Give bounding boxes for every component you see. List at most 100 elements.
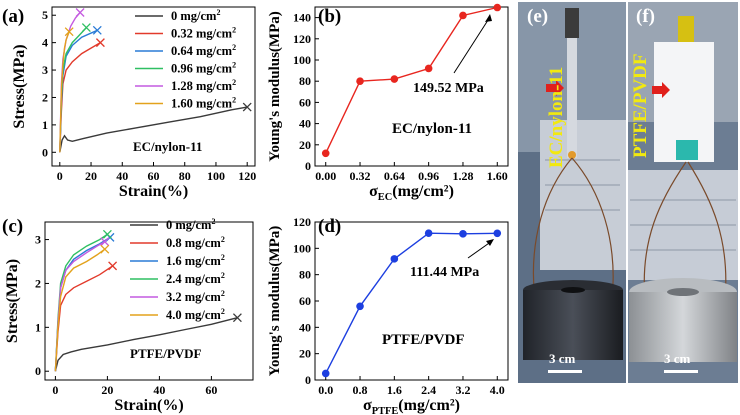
data-point (493, 3, 502, 12)
x-tick-label: 0.8 (353, 383, 368, 397)
data-point (321, 149, 330, 158)
y-tick-label: 0 (305, 373, 311, 387)
series-line (325, 232, 498, 374)
sample-strip-e (567, 38, 577, 158)
panel-d-annotation: PTFE/PVDF (382, 332, 465, 348)
fracture-marker (100, 244, 110, 254)
data-point (390, 75, 399, 83)
x-tick-label: 60 (205, 383, 217, 397)
y-tick-label: 5 (42, 8, 48, 22)
legend-label: 1.60 mg/cm2 (171, 96, 236, 111)
data-point (424, 64, 433, 73)
legend-label: 0 mg/cm2 (171, 8, 220, 23)
x-tick-label: 0 (57, 169, 63, 183)
x-tick-label: 60 (148, 169, 160, 183)
y-tick-label: 100 (293, 241, 311, 255)
fracture-marker (232, 313, 242, 323)
callout-arrowhead-d (486, 239, 494, 246)
series-line (59, 27, 87, 153)
data-point (493, 229, 502, 238)
y-tick-label: 0 (42, 145, 48, 159)
panel-b-callout: 149.52 MPa (413, 81, 484, 96)
y-tick-label: 4 (42, 36, 48, 50)
y-tick-label: 3 (42, 63, 48, 77)
y-tick-label: 40 (299, 117, 311, 131)
fracture-marker (242, 102, 252, 112)
y-axis-label: Stress(MPa) (4, 259, 21, 343)
x-tick-label: 40 (153, 383, 165, 397)
y-tick-label: 1 (42, 118, 48, 132)
fracture-marker (108, 261, 118, 271)
x-tick-label: 1.60 (487, 169, 508, 183)
y-axis-label: Stress(MPa) (11, 44, 28, 128)
data-point (356, 77, 364, 85)
fracture-marker (92, 25, 102, 35)
spool-e-hole (561, 287, 585, 293)
y-tick-label: 0 (35, 364, 41, 378)
x-tick-label: 0.32 (350, 169, 371, 183)
panel-c-label: (c) (2, 216, 23, 237)
x-tick-label: 0.96 (418, 169, 439, 183)
wire-f (643, 161, 687, 301)
y-tick-label: 20 (299, 347, 311, 361)
photo-f-label: (f) (636, 6, 655, 27)
y-tick-label: 0 (305, 159, 311, 173)
plot-c-area: 0 20 40 60 0 1 2 3 Strain(%) Stress(MPa) 0 mg/cm2 0… (4, 217, 254, 414)
y-tick-label: 2 (42, 90, 48, 104)
data-point (356, 302, 364, 311)
legend-label: 0.8 mg/cm2 (166, 235, 225, 250)
wire-e (532, 157, 573, 301)
series-line (54, 317, 238, 372)
x-tick-label: 40 (116, 169, 128, 183)
scale-bar-e (548, 370, 582, 373)
series-line (59, 29, 98, 153)
clip-f (676, 140, 698, 160)
x-axis-label: Strain(%) (114, 397, 183, 414)
x-axis-label: Strain(%) (119, 183, 188, 200)
fracture-marker (100, 237, 110, 247)
x-tick-label: 4.0 (490, 383, 505, 397)
scale-bar-label-e: 3 cm (549, 351, 576, 366)
fracture-marker (75, 8, 85, 17)
fracture-marker (102, 229, 112, 239)
series-line (59, 31, 70, 153)
data-point (459, 230, 467, 238)
callout-arrowhead-b (485, 14, 492, 22)
electrode-e (568, 151, 576, 159)
spool-e (523, 290, 623, 360)
photo-e: EC/nylon-11 3 cm (518, 2, 626, 383)
legend-label: 0.96 mg/cm2 (171, 61, 236, 76)
series-line (54, 241, 106, 372)
red-arrow-e (546, 80, 564, 96)
legend-label: 0.64 mg/cm2 (171, 43, 236, 58)
x-tick-label: 1.28 (452, 169, 473, 183)
panel-a-label: (a) (2, 6, 24, 27)
plot-b-area: 0.00 0.32 0.64 0.96 1.28 1.60 0 20 40 60 80 100 120 1… (267, 3, 509, 203)
plot-frame (314, 6, 509, 167)
y-tick-label: 80 (299, 268, 311, 282)
x-tick-label: 0.0 (318, 383, 333, 397)
data-point (459, 11, 467, 20)
x-tick-label: 0 (52, 383, 58, 397)
scale-bar-f (664, 370, 698, 373)
legend-label: 0 mg/cm2 (166, 217, 215, 232)
fracture-marker (95, 38, 105, 48)
clamp-e (565, 8, 579, 38)
legend-label: 1.28 mg/cm2 (171, 78, 236, 93)
photo-e-paper (540, 120, 626, 270)
panel-d-label: (d) (318, 216, 341, 237)
legend-label: 3.2 mg/cm2 (166, 289, 225, 304)
x-tick-label: 0.00 (315, 169, 336, 183)
legend-label: 2.4 mg/cm2 (166, 271, 225, 286)
plot-d-area: 0.0 0.8 1.6 2.4 3.2 4.0 0 20 40 60 80 100 120 Young's… (267, 215, 509, 415)
sample-text-f: PTFE/PVDF (630, 54, 651, 159)
y-axis-label: Young's modulus(MPa) (267, 226, 283, 376)
x-tick-label: 100 (207, 169, 225, 183)
x-axis-label: σPTFE(mg/cm²) (363, 397, 460, 415)
panel-d: (d) 0.0 0.8 1.6 2.4 3.2 4.0 0 20 40 60 80 100 120 You… (267, 215, 509, 415)
y-tick-label: 3 (35, 233, 41, 247)
y-tick-label: 80 (299, 74, 311, 88)
fracture-marker (81, 23, 91, 33)
panel-c-annotation: PTFE/PVDF (130, 346, 202, 361)
